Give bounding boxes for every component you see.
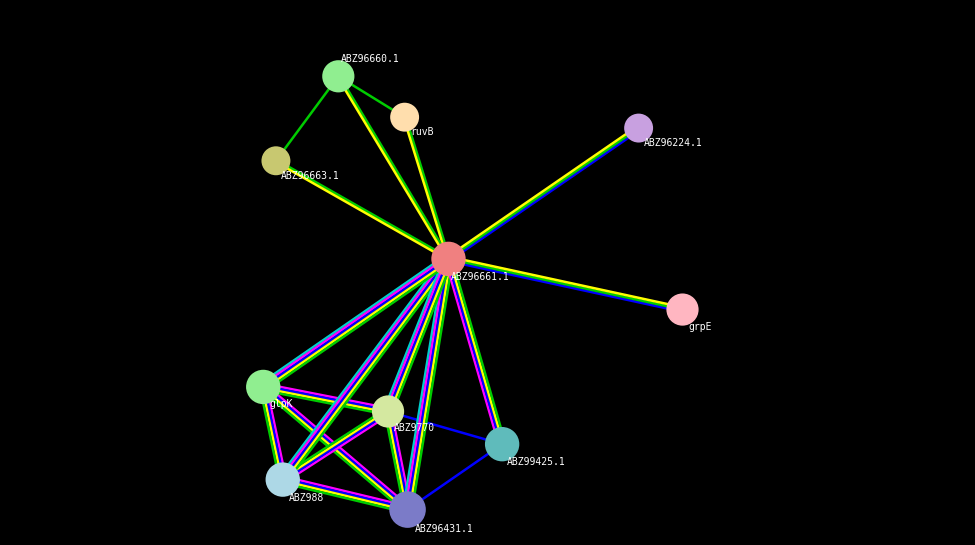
Text: ABZ99425.1: ABZ99425.1	[507, 457, 566, 467]
Circle shape	[625, 114, 652, 142]
Text: glpK: glpK	[269, 399, 292, 409]
Circle shape	[323, 61, 354, 92]
Circle shape	[667, 294, 698, 325]
Circle shape	[372, 396, 404, 427]
Text: ABZ96224.1: ABZ96224.1	[644, 138, 702, 148]
Text: ABZ96661.1: ABZ96661.1	[450, 272, 509, 282]
Text: ABZ96431.1: ABZ96431.1	[414, 524, 473, 534]
Text: grpE: grpE	[688, 322, 712, 332]
Text: ABZ96663.1: ABZ96663.1	[281, 171, 339, 181]
Circle shape	[247, 371, 280, 403]
Text: ABZ988: ABZ988	[289, 493, 324, 502]
Circle shape	[266, 463, 299, 496]
Circle shape	[432, 243, 465, 275]
Circle shape	[262, 147, 290, 174]
Circle shape	[391, 104, 418, 131]
Text: ruvB: ruvB	[410, 128, 434, 137]
Text: ABZ9770: ABZ9770	[394, 423, 435, 433]
Text: ABZ96660.1: ABZ96660.1	[341, 54, 400, 64]
Circle shape	[390, 492, 425, 527]
Circle shape	[486, 428, 519, 461]
